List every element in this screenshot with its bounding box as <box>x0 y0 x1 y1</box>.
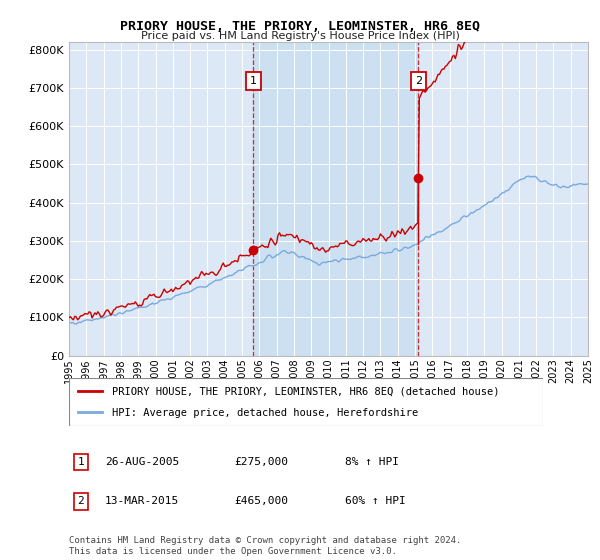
Text: Price paid vs. HM Land Registry's House Price Index (HPI): Price paid vs. HM Land Registry's House … <box>140 31 460 41</box>
Text: 13-MAR-2015: 13-MAR-2015 <box>105 496 179 506</box>
Text: £465,000: £465,000 <box>234 496 288 506</box>
Text: 26-AUG-2005: 26-AUG-2005 <box>105 457 179 467</box>
Text: PRIORY HOUSE, THE PRIORY, LEOMINSTER, HR6 8EQ: PRIORY HOUSE, THE PRIORY, LEOMINSTER, HR… <box>120 20 480 32</box>
Text: 2: 2 <box>415 76 422 86</box>
Text: 8% ↑ HPI: 8% ↑ HPI <box>345 457 399 467</box>
Text: HPI: Average price, detached house, Herefordshire: HPI: Average price, detached house, Here… <box>112 408 418 418</box>
Text: 1: 1 <box>250 76 257 86</box>
Text: PRIORY HOUSE, THE PRIORY, LEOMINSTER, HR6 8EQ (detached house): PRIORY HOUSE, THE PRIORY, LEOMINSTER, HR… <box>112 386 499 396</box>
Text: 1: 1 <box>77 457 85 467</box>
FancyBboxPatch shape <box>69 378 543 426</box>
Bar <box>253 42 418 356</box>
Text: Contains HM Land Registry data © Crown copyright and database right 2024.
This d: Contains HM Land Registry data © Crown c… <box>69 536 461 556</box>
Text: 2: 2 <box>77 496 85 506</box>
Text: 60% ↑ HPI: 60% ↑ HPI <box>345 496 406 506</box>
Text: £275,000: £275,000 <box>234 457 288 467</box>
